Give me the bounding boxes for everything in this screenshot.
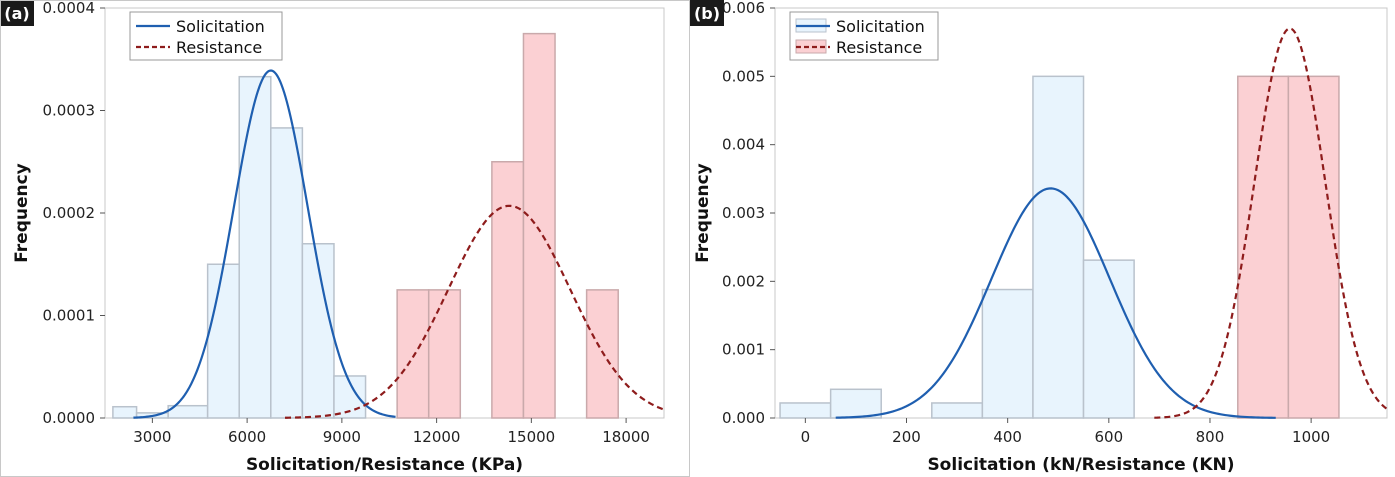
panel-a-resistance-bar: [427, 289, 462, 419]
panel-a-x-axis-title: Solicitation/Resistance (KPa): [246, 455, 523, 475]
chart-panel-a: 0.0000 0.0001 0.0002 0.0003 0.0004 3000 6000 90…: [0, 0, 690, 477]
panel-b-solicitation-bar: [931, 402, 984, 419]
panel-b-resistance-bar: [1287, 75, 1340, 419]
chart-panel-b: 0.000 0.001 0.002 0.003 0.004 0.005 0.006 0 200 4…: [690, 0, 1395, 477]
panel-b-panel-label-text: (b): [694, 4, 720, 23]
panel-b-y-tick-label: 0.001: [722, 341, 765, 359]
panel-a-panel-label: (a): [0, 0, 34, 26]
panel-a-legend-box: [129, 11, 283, 61]
panel-a-resistance-bar: [491, 161, 525, 419]
panel-b-resistance-bar: [1237, 75, 1290, 419]
panel-b-panel-label-box: [690, 0, 724, 26]
panel-b-x-axis-title: Solicitation (kN/Resistance (KN): [927, 455, 1234, 475]
panel-a-y-tick-label: 0.0003: [43, 102, 96, 120]
panel-a-y-axis-title: Frequency: [12, 163, 32, 263]
panel-a-y-tick-label: 0.0001: [43, 307, 96, 325]
panel-a-solicitation-bar: [112, 405, 138, 419]
panel-b-panel-label: (b): [690, 0, 724, 26]
panel-b-solicitation-bar: [1032, 75, 1085, 419]
panel-a-resistance-bar: [396, 289, 430, 419]
panel-a-x-tick-label: 6000: [228, 428, 266, 446]
panel-a-legend-label: Solicitation: [176, 17, 265, 36]
panel-b-y-tick-label: 0.003: [722, 204, 765, 222]
panel-a-legend: Solicitation Resistance: [129, 11, 283, 61]
panel-a-solicitation-bar: [206, 263, 240, 419]
panel-b-x-tick-label: 200: [892, 428, 921, 446]
panel-a-x-tick-label: 18000: [602, 428, 650, 446]
panel-a-solicitation-bar: [270, 127, 304, 419]
panel-b-solicitation-bar: [829, 388, 882, 419]
panel-a-solicitation-curve: [133, 69, 396, 419]
panel-b-legend-label: Solicitation: [836, 17, 925, 36]
panel-a-x-tick-label: 9000: [323, 428, 361, 446]
panel-b-x-tick-label: 600: [1094, 428, 1123, 446]
panel-a-x-tick-label: 3000: [133, 428, 171, 446]
panel-b-resistance-curve: [1154, 27, 1388, 419]
panel-b-legend: Solicitation Resistance: [789, 11, 939, 61]
panel-b-solicitation-bar: [981, 288, 1034, 419]
panel-b-x-tick-label: 800: [1196, 428, 1225, 446]
panel-a-panel-label-text: (a): [4, 4, 29, 23]
panel-a-y-tick-label: 0.0004: [43, 0, 96, 17]
panel-b-x-tick-label: 0: [801, 428, 811, 446]
panel-b-y-axis-title: Frequency: [693, 163, 713, 263]
panel-a-plot-area: [104, 7, 665, 419]
panel-a-solicitation-bar: [238, 75, 272, 419]
panel-a-y-tick-label: 0.0000: [43, 409, 96, 427]
panel-b-solicitation-curve: [835, 187, 1276, 419]
panel-a-x-tick-label: 12000: [413, 428, 461, 446]
panel-a-panel-label-box: [0, 0, 34, 26]
panel-a-x-tick-label: 15000: [507, 428, 555, 446]
panel-a-solicitation-bar: [301, 243, 335, 419]
panel-b-y-tick-label: 0.004: [722, 136, 765, 154]
panel-a-y-tick-label: 0.0002: [43, 204, 96, 222]
chart-svg-b: 0.000 0.001 0.002 0.003 0.004 0.005 0.006 0 200 4…: [690, 0, 1388, 475]
panel-a-resistance-bar: [522, 32, 556, 419]
panel-a-resistance-curve: [285, 204, 665, 419]
panel-b-solicitation-bar: [779, 402, 832, 419]
panel-b-x-tick-label: 1000: [1292, 428, 1330, 446]
panel-a-legend-label: Resistance: [176, 38, 262, 57]
panel-b-y-tick-label: 0.000: [722, 409, 765, 427]
panel-b-x-tick-label: 400: [993, 428, 1022, 446]
panel-b-legend-label: Resistance: [836, 38, 922, 57]
panel-b-solicitation-bar: [1082, 259, 1135, 419]
panel-b-y-tick-label: 0.002: [722, 272, 765, 290]
panel-b-y-tick-label: 0.006: [722, 0, 765, 17]
panel-b-y-tick-label: 0.005: [722, 67, 765, 85]
chart-svg-a: 0.0000 0.0001 0.0002 0.0003 0.0004 3000 6000 90…: [0, 0, 690, 477]
